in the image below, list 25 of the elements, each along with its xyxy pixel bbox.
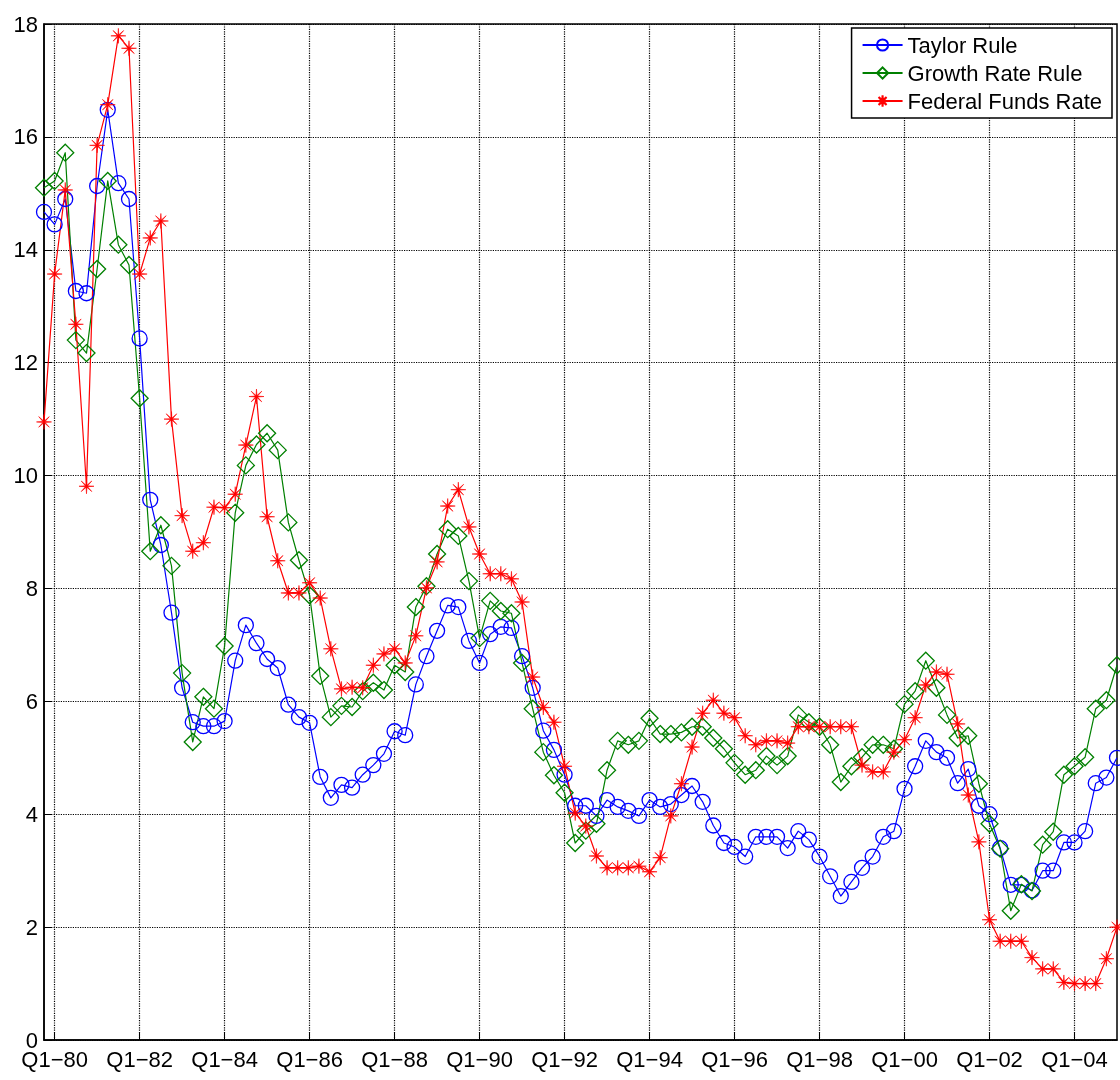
x-tick-label: Q1−98 xyxy=(786,1046,853,1072)
x-tick-label: Q1−92 xyxy=(531,1046,598,1072)
y-tick-label: 18 xyxy=(13,11,38,37)
y-tick-label: 14 xyxy=(13,237,38,263)
x-tick-label: Q1−88 xyxy=(361,1046,428,1072)
x-tick-label: Q1−00 xyxy=(871,1046,938,1072)
y-tick-label: 10 xyxy=(13,463,38,489)
legend-label: Taylor Rule xyxy=(907,32,1018,58)
x-tick-label: Q1−90 xyxy=(446,1046,513,1072)
y-tick-label: 4 xyxy=(25,801,38,827)
y-tick-label: 8 xyxy=(25,575,38,601)
y-tick-label: 12 xyxy=(13,350,38,376)
x-tick-label: Q1−84 xyxy=(191,1046,258,1072)
y-tick-label: 6 xyxy=(25,688,38,714)
y-tick-label: 0 xyxy=(25,1027,38,1053)
x-tick-label: Q1−96 xyxy=(701,1046,768,1072)
legend-label: Federal Funds Rate xyxy=(907,88,1102,114)
x-tick-label: Q1−02 xyxy=(956,1046,1023,1072)
legend-label: Growth Rate Rule xyxy=(907,60,1083,86)
x-tick-label: Q1−82 xyxy=(106,1046,173,1072)
x-tick-label: Q1−04 xyxy=(1041,1046,1108,1072)
y-tick-label: 2 xyxy=(25,914,38,940)
x-tick-label: Q1−94 xyxy=(616,1046,683,1072)
x-tick-label: Q1−86 xyxy=(276,1046,343,1072)
y-tick-label: 16 xyxy=(13,124,38,150)
